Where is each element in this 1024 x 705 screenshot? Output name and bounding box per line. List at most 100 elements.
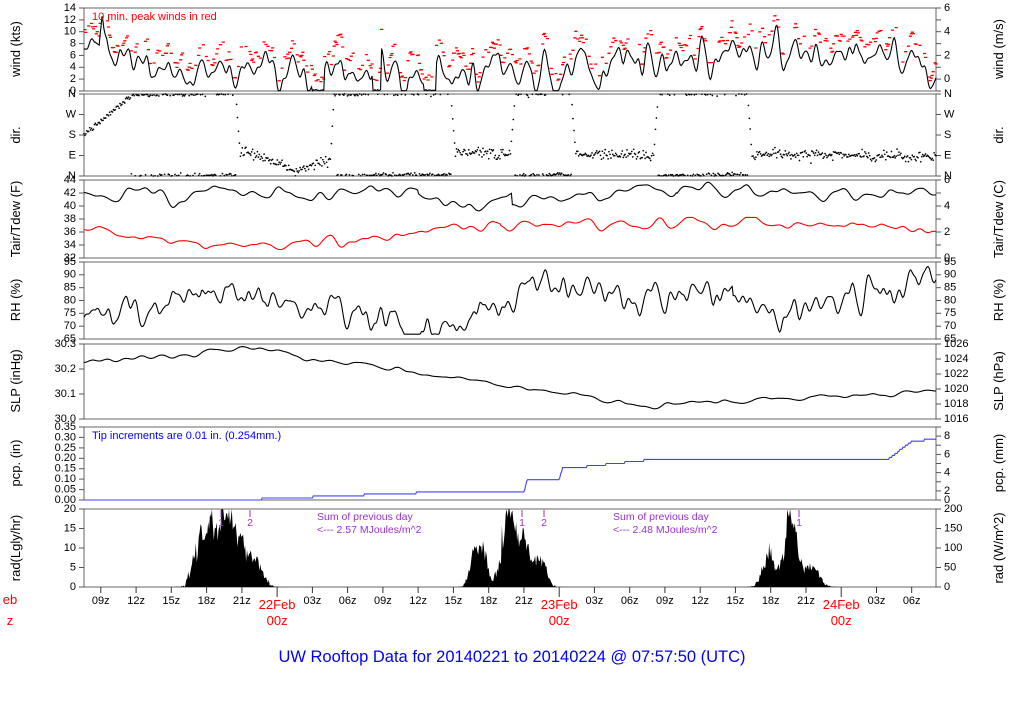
svg-text:12z: 12z [409,595,427,607]
svg-text:z: z [7,613,14,628]
svg-text:24Feb: 24Feb [823,597,860,612]
svg-text:2: 2 [944,226,950,238]
svg-text:rad(Lgly/hr): rad(Lgly/hr) [8,515,23,581]
svg-text:95: 95 [944,256,956,268]
svg-text:wind (kts): wind (kts) [8,21,23,78]
svg-text:34: 34 [64,239,76,251]
svg-text:E: E [944,149,951,161]
svg-text:00z: 00z [267,613,288,628]
svg-text:8: 8 [944,430,950,442]
svg-text:38: 38 [64,213,76,225]
svg-text:12: 12 [64,14,76,26]
svg-text:70: 70 [64,320,76,332]
svg-text:80: 80 [944,294,956,306]
svg-text:21z: 21z [233,595,251,607]
svg-text:1: 1 [519,517,525,529]
svg-text:<--- 2.57 MJoules/m^2: <--- 2.57 MJoules/m^2 [317,524,422,536]
svg-text:0: 0 [944,73,950,85]
svg-text:06z: 06z [621,595,639,607]
svg-text:eb: eb [3,592,17,607]
svg-text:dir.: dir. [8,126,23,143]
svg-text:30.2: 30.2 [55,363,76,375]
svg-text:85: 85 [944,282,956,294]
svg-text:1018: 1018 [944,398,968,410]
svg-text:SLP (hPa): SLP (hPa) [991,351,1006,411]
svg-text:30.3: 30.3 [55,338,76,350]
svg-text:09z: 09z [374,595,392,607]
svg-text:pcp. (mm): pcp. (mm) [991,434,1006,493]
svg-text:S: S [944,129,951,141]
svg-text:6: 6 [944,2,950,14]
svg-text:85: 85 [64,282,76,294]
svg-text:90: 90 [64,269,76,281]
svg-text:E: E [69,149,76,161]
svg-text:1022: 1022 [944,368,968,380]
svg-text:4: 4 [944,200,950,212]
svg-text:dir.: dir. [991,126,1006,143]
svg-text:09z: 09z [92,595,110,607]
svg-text:2: 2 [541,517,547,529]
svg-text:21z: 21z [515,595,533,607]
svg-text:wind (m/s): wind (m/s) [991,19,1006,80]
svg-text:12z: 12z [691,595,709,607]
svg-text:70: 70 [944,320,956,332]
svg-text:90: 90 [944,269,956,281]
svg-text:1: 1 [796,517,802,529]
svg-text:12z: 12z [127,595,145,607]
svg-text:1: 1 [218,517,224,529]
svg-text:Tip increments are 0.01 in. (0: Tip increments are 0.01 in. (0.254mm.) [92,430,281,442]
svg-text:20: 20 [64,503,76,515]
svg-text:UW Rooftop Data for 20140221: UW Rooftop Data for 20140221 to 20140224… [278,648,745,666]
svg-text:W: W [944,108,955,120]
svg-text:6: 6 [70,49,76,61]
svg-text:22Feb: 22Feb [259,597,296,612]
svg-text:00z: 00z [549,613,570,628]
svg-text:5: 5 [70,561,76,573]
svg-text:100: 100 [944,542,962,554]
svg-text:14: 14 [64,2,76,14]
svg-text:03z: 03z [868,595,886,607]
svg-text:RH (%): RH (%) [8,279,23,322]
svg-text:6: 6 [944,448,950,460]
svg-text:30.1: 30.1 [55,388,76,400]
svg-text:Sum of previous day: Sum of previous day [613,511,709,523]
svg-text:N: N [68,88,76,100]
svg-text:15z: 15z [162,595,180,607]
svg-text:150: 150 [944,522,962,534]
svg-text:2: 2 [247,517,253,529]
svg-text:23Feb: 23Feb [541,597,578,612]
svg-text:S: S [69,129,76,141]
svg-text:2: 2 [944,49,950,61]
svg-text:1024: 1024 [944,353,968,365]
svg-text:pcp. (in): pcp. (in) [8,440,23,487]
svg-text:06z: 06z [903,595,921,607]
svg-text:10: 10 [64,26,76,38]
svg-text:0: 0 [70,581,76,593]
svg-text:10 min. peak winds in red: 10 min. peak winds in red [92,11,217,23]
svg-text:rad (W/m^2): rad (W/m^2) [991,512,1006,583]
svg-text:6: 6 [944,174,950,186]
svg-text:40: 40 [64,200,76,212]
svg-text:1016: 1016 [944,413,968,425]
svg-text:18z: 18z [762,595,780,607]
svg-text:03z: 03z [304,595,322,607]
svg-text:Tair/Tdew (C): Tair/Tdew (C) [991,180,1006,258]
svg-text:2: 2 [70,73,76,85]
svg-text:06z: 06z [339,595,357,607]
svg-text:4: 4 [944,467,950,479]
svg-text:18z: 18z [198,595,216,607]
svg-text:50: 50 [944,561,956,573]
svg-text:4: 4 [70,61,76,73]
svg-text:10: 10 [64,542,76,554]
svg-text:Tair/Tdew (F): Tair/Tdew (F) [8,181,23,258]
svg-text:N: N [944,88,952,100]
svg-text:75: 75 [944,307,956,319]
svg-text:00z: 00z [831,613,852,628]
svg-text:36: 36 [64,226,76,238]
svg-text:0: 0 [944,581,950,593]
svg-text:4: 4 [944,26,950,38]
svg-text:42: 42 [64,187,76,199]
svg-text:8: 8 [70,38,76,50]
svg-text:75: 75 [64,307,76,319]
svg-text:SLP (inHg): SLP (inHg) [8,349,23,412]
